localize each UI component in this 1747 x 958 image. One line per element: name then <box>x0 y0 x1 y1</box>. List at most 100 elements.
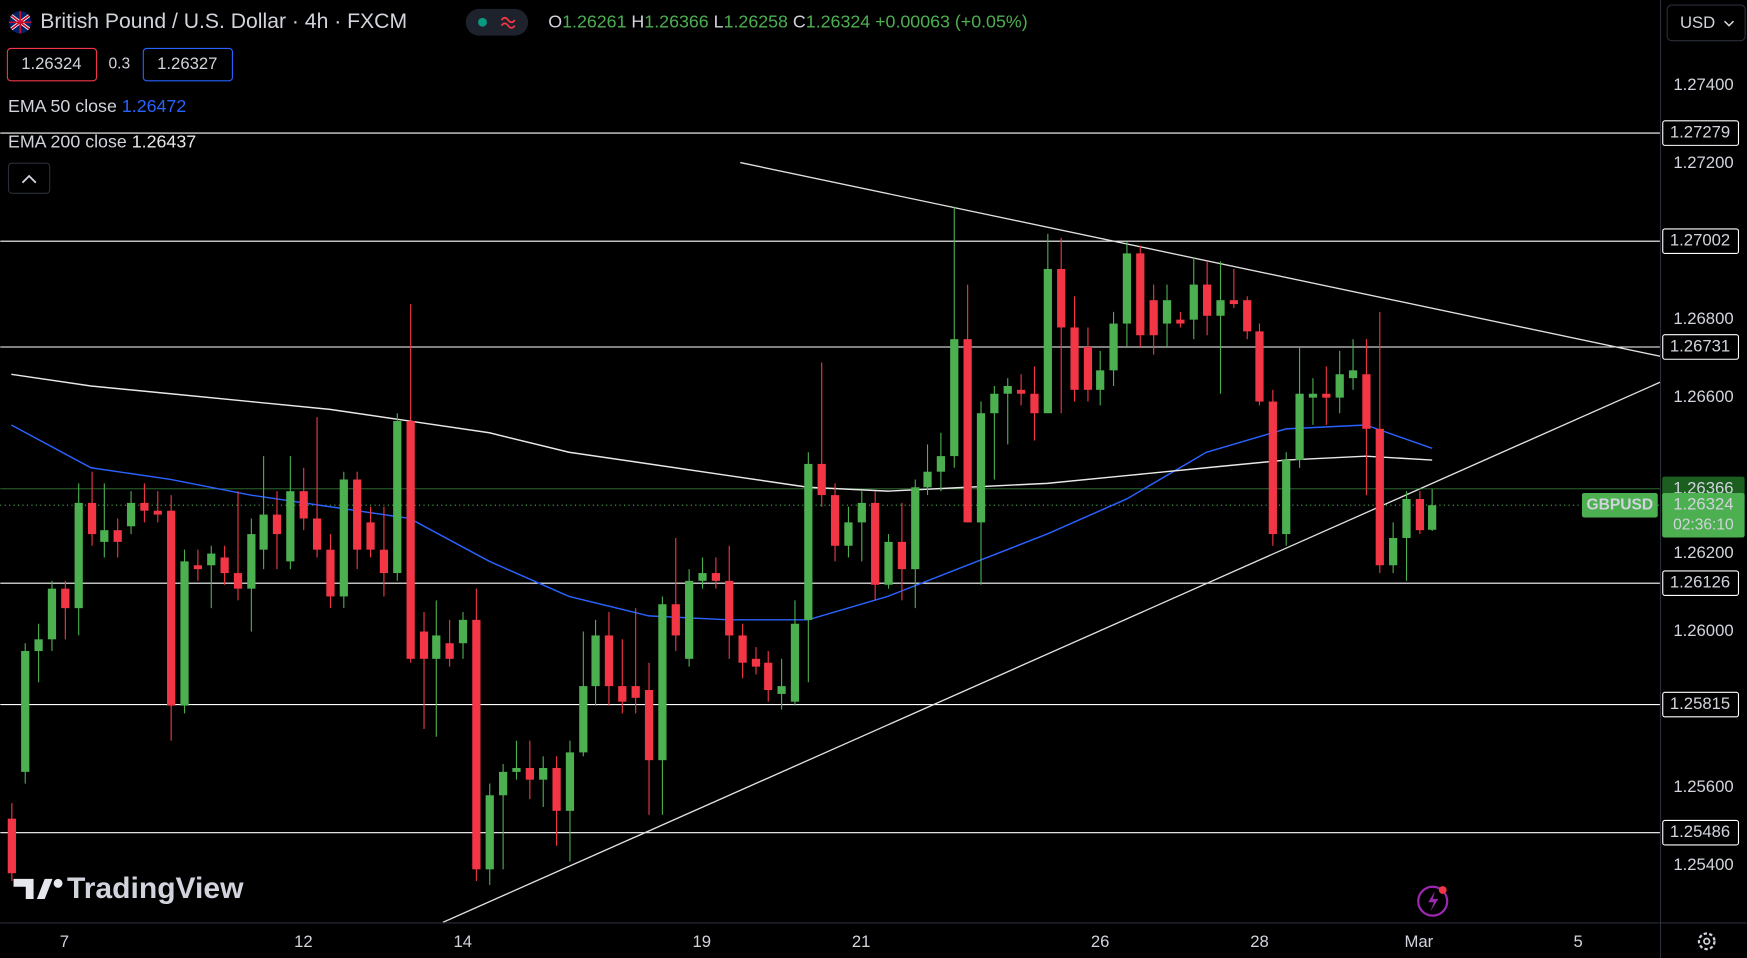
last-price-label: 1.26324 <box>1673 495 1733 514</box>
candle-body <box>259 514 268 550</box>
ohlc-label: H <box>631 11 644 31</box>
candle-body <box>923 471 932 488</box>
y-tick-label: 1.27400 <box>1673 75 1733 94</box>
candle-body <box>1136 253 1145 336</box>
candle-body <box>591 635 600 687</box>
buy-button[interactable] <box>142 47 233 82</box>
candle-body <box>950 339 959 457</box>
x-tick-label: 12 <box>294 932 313 951</box>
ohlc-label: C <box>793 11 806 31</box>
candle-body <box>1122 253 1132 324</box>
candle-body <box>126 502 136 527</box>
candle-body <box>113 530 122 542</box>
candle-body <box>498 771 508 796</box>
candle-body <box>698 573 707 581</box>
sell-button[interactable] <box>6 47 98 82</box>
symbol-title: British Pound / U.S. Dollar · 4h · FXCM <box>40 10 407 33</box>
currency-dropdown[interactable] <box>1666 4 1746 42</box>
indicator-value: 1.26472 <box>122 96 186 116</box>
candle-body <box>220 557 229 574</box>
plot-area <box>0 132 1660 923</box>
notification-dot <box>1438 886 1447 894</box>
lightning-button[interactable] <box>1417 885 1449 917</box>
x-tick-label: 7 <box>60 932 69 951</box>
candle-body <box>1162 300 1172 324</box>
candle-body <box>830 495 840 546</box>
candle-body <box>671 604 680 636</box>
candle-body <box>445 643 454 659</box>
candle-body <box>7 818 16 874</box>
candle-body <box>1362 374 1371 429</box>
candle-body <box>1203 284 1212 316</box>
candle-body <box>393 421 402 574</box>
candle-body <box>764 662 773 691</box>
candle-body <box>871 502 880 585</box>
candle-body <box>963 339 972 523</box>
candle-body <box>539 767 548 780</box>
session-high-label: 1.26366 <box>1673 478 1733 497</box>
candle-body <box>725 580 734 636</box>
candle-body <box>1003 385 1012 394</box>
candle-body <box>458 619 468 644</box>
candle-body <box>1348 370 1358 379</box>
candle-body <box>804 463 813 620</box>
candle-body <box>366 522 375 550</box>
collapse-button[interactable] <box>7 162 51 194</box>
level-label: 1.25815 <box>1670 694 1730 713</box>
candle-body <box>432 635 441 659</box>
candle-body <box>87 502 97 535</box>
symbol-header: British Pound / U.S. Dollar · 4h · FXCM … <box>9 8 1028 36</box>
status-pill[interactable] <box>465 8 529 36</box>
candle-body <box>738 635 747 663</box>
candle-body <box>897 541 907 570</box>
candle-body <box>1189 284 1198 320</box>
candle-body <box>180 561 189 706</box>
indicator-name: EMA 50 close <box>8 96 117 116</box>
indicator-legend: EMA 200 close 1.26437 <box>8 131 196 151</box>
candle-body <box>604 635 614 687</box>
candle-body <box>844 522 853 546</box>
candle-body <box>658 604 667 761</box>
logo-dot <box>53 878 63 888</box>
candle-body <box>299 491 308 519</box>
ohlc-value: 1.26261 <box>562 11 626 31</box>
candle-body <box>1335 374 1344 398</box>
candle-body <box>61 588 70 609</box>
candle-body <box>817 463 826 496</box>
ohlc-change: +0.00063 (+0.05%) <box>875 11 1028 31</box>
candle-body <box>1109 323 1118 371</box>
x-tick-label: Mar <box>1404 932 1433 951</box>
ohlc-value: 1.26324 <box>806 11 870 31</box>
ask-price: 1.26327 <box>157 54 217 73</box>
ohlc-label: L <box>714 11 724 31</box>
candle-body <box>911 487 920 570</box>
level-label: 1.26731 <box>1670 336 1730 355</box>
candle-body <box>100 530 109 542</box>
candle-body <box>1016 389 1026 394</box>
candle-body <box>167 510 176 706</box>
candle-body <box>1043 268 1052 414</box>
candle-body <box>1057 268 1066 328</box>
candle-body <box>1322 393 1331 398</box>
candle-body <box>884 541 893 585</box>
candle-body <box>74 502 83 609</box>
candle-body <box>565 752 575 811</box>
candle-body <box>1216 300 1225 316</box>
bid-ask: 1.26324 0.3 1.26327 <box>6 47 233 82</box>
ohlc-value: 1.26258 <box>724 11 788 31</box>
candle-body <box>247 534 256 589</box>
indicator-value: 1.26437 <box>132 131 196 151</box>
candle-body <box>1149 300 1158 336</box>
y-tick-label: 1.26800 <box>1673 309 1733 328</box>
candle-body <box>193 565 203 570</box>
candle-body <box>1295 393 1304 461</box>
settings-button[interactable] <box>1697 932 1716 951</box>
level-label-box <box>1662 819 1740 846</box>
candle-body <box>790 623 800 702</box>
symbol-label: GBPUSD <box>1587 496 1654 513</box>
lightning-icon <box>1428 891 1439 912</box>
candle-body <box>140 502 149 511</box>
y-tick-label: 1.25400 <box>1673 855 1733 874</box>
